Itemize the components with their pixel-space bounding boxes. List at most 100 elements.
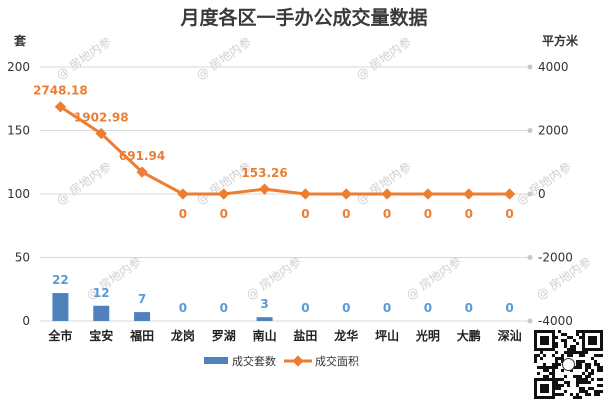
bar-data-label: 3 — [260, 297, 268, 311]
qr-module — [555, 387, 558, 390]
qr-module — [567, 348, 570, 351]
x-tick-label: 宝安 — [89, 328, 113, 343]
line-data-label: 0 — [424, 207, 432, 221]
qr-module — [546, 369, 549, 372]
qr-module — [576, 393, 579, 396]
legend-label: 成交套数 — [232, 354, 276, 368]
x-tick-label: 光明 — [415, 328, 440, 343]
line-point — [218, 188, 230, 200]
qr-module — [564, 375, 567, 378]
qr-module — [588, 366, 591, 369]
qr-module — [576, 375, 579, 378]
x-tick-label: 龙华 — [334, 328, 358, 343]
y-left-axis: 200 150 100 50 0 — [7, 60, 30, 328]
qr-module — [588, 372, 591, 375]
qr-module — [567, 351, 570, 354]
qr-module — [585, 363, 588, 366]
qr-module — [579, 336, 582, 339]
qr-module — [597, 378, 600, 381]
bar-data-label: 0 — [465, 301, 473, 315]
legend-swatch-marker — [292, 355, 304, 367]
qr-module — [543, 366, 546, 369]
qr-module — [594, 390, 597, 393]
line-data-label: 0 — [465, 207, 473, 221]
qr-code-icon — [532, 328, 605, 401]
qr-module — [600, 378, 603, 381]
watermark-layer: @ 房地内参 @ 房地内参 @ 房地内参 @ 房地内参 @ 房地内参 @ 房地内参 @ 房地… — [53, 34, 594, 303]
y-left-tick-label: 50 — [15, 251, 30, 265]
qr-module — [585, 366, 588, 369]
qr-finder-center — [540, 384, 549, 393]
bar-data-label: 22 — [52, 273, 69, 287]
qr-module — [558, 363, 561, 366]
watermark-text: @ 房地内参 — [353, 159, 414, 208]
y-left-tick-label: 100 — [7, 187, 30, 201]
qr-finder-center — [588, 336, 597, 345]
qr-module — [534, 357, 537, 360]
qr-module — [579, 381, 582, 384]
qr-module — [576, 330, 579, 333]
qr-module — [597, 369, 600, 372]
qr-module — [585, 369, 588, 372]
line-data-label: 0 — [301, 207, 309, 221]
qr-module — [576, 378, 579, 381]
qr-module — [591, 372, 594, 375]
line-point — [299, 188, 312, 200]
qr-module — [588, 363, 591, 366]
legend: 成交套数 成交面积 — [204, 354, 359, 368]
qr-module — [579, 366, 582, 369]
qr-module — [555, 351, 558, 354]
bar-data-label: 0 — [505, 301, 513, 315]
y-right-tick-mark — [527, 318, 533, 324]
qr-module — [537, 372, 540, 375]
qr-module — [555, 381, 558, 384]
qr-module — [597, 390, 600, 393]
qr-module — [585, 381, 588, 384]
qr-module — [582, 387, 585, 390]
x-tick-label: 南山 — [253, 328, 277, 343]
qr-module — [576, 351, 579, 354]
bar — [52, 293, 69, 321]
y-right-tick-mark — [527, 191, 533, 197]
qr-module — [588, 375, 591, 378]
line-point — [463, 188, 475, 200]
bar — [256, 317, 273, 321]
line-path — [59, 105, 510, 196]
qr-module — [558, 384, 561, 387]
qr-module — [555, 357, 558, 360]
qr-module — [543, 375, 546, 378]
y-left-tick-label: 200 — [7, 60, 30, 74]
qr-module — [573, 351, 576, 354]
x-tick-label: 深汕 — [498, 328, 522, 343]
qr-module — [558, 357, 561, 360]
qr-module — [579, 330, 582, 333]
qr-module — [543, 354, 546, 357]
line-point — [177, 188, 189, 200]
qr-module — [570, 393, 573, 396]
qr-module — [552, 372, 555, 375]
bar-data-label: 0 — [301, 301, 309, 315]
qr-module — [591, 387, 594, 390]
qr-module — [552, 369, 555, 372]
qr-module — [579, 390, 582, 393]
qr-module — [564, 333, 567, 336]
watermark-text: @ 房地内参 — [53, 159, 114, 208]
qr-module — [582, 354, 585, 357]
line-point — [54, 101, 67, 113]
qr-module — [579, 375, 582, 378]
qr-module — [555, 393, 558, 396]
line-point — [422, 188, 434, 200]
qr-module — [543, 369, 546, 372]
qr-module — [573, 348, 576, 351]
qr-module — [564, 381, 567, 384]
qr-module — [579, 360, 582, 363]
qr-module — [576, 363, 579, 366]
qr-module — [555, 336, 558, 339]
qr-module — [579, 387, 582, 390]
bar-data-label: 0 — [424, 301, 432, 315]
qr-module — [576, 342, 579, 345]
line-series: 2748.18 1902.98 691.94 0 0 153.26 0 0 0 0 0 0 — [33, 84, 516, 221]
qr-module — [576, 360, 579, 363]
qr-module — [570, 336, 573, 339]
qr-module — [543, 363, 546, 366]
